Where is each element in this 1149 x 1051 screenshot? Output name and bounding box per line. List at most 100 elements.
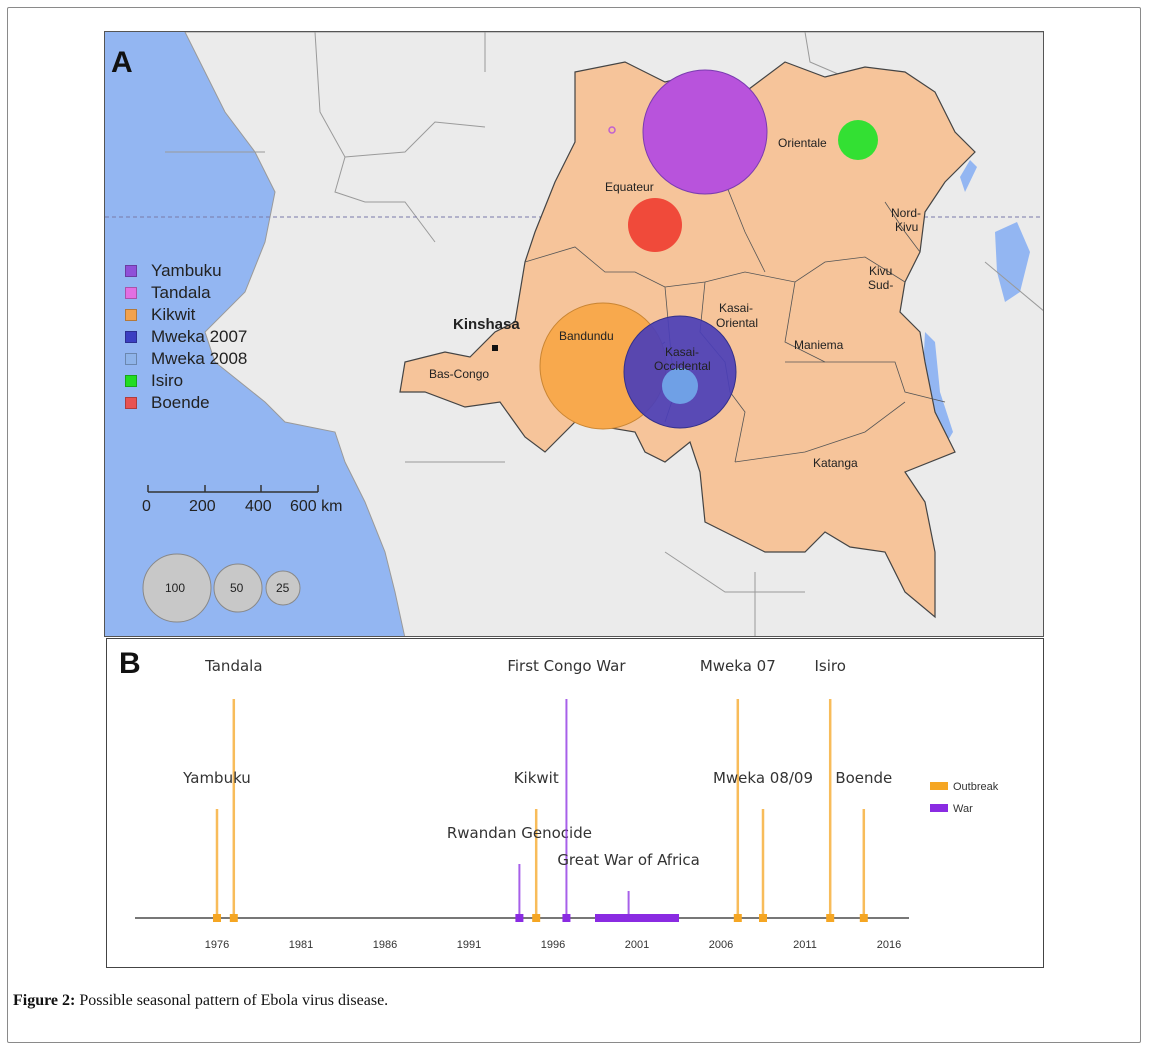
event-label: Mweka 08/09	[713, 769, 813, 787]
legend-item: Kikwit	[125, 304, 247, 326]
legend-swatch	[125, 397, 137, 409]
legend-label: Isiro	[151, 371, 184, 390]
event-label: Isiro	[814, 657, 845, 675]
legend-swatch	[125, 353, 137, 365]
label-bas-congo: Bas-Congo	[429, 367, 490, 381]
legend-item: Yambuku	[125, 260, 247, 282]
label-kasai-occidental-1: Kasai-	[665, 345, 700, 359]
yambuku-circle	[642, 69, 768, 195]
size-key-label-50: 50	[230, 581, 244, 595]
axis-tick-label: 2011	[793, 939, 817, 951]
legend-item: Mweka 2008	[125, 348, 247, 370]
timeline-legend-label: Outbreak	[953, 781, 999, 793]
timeline-panel: 1976 1981 1986 1991 1996 2001 2006 2011 2016 Tand…	[106, 638, 1044, 968]
event-marker	[562, 914, 571, 922]
axis-tick-label: 1981	[289, 939, 313, 951]
size-key-100	[142, 553, 212, 623]
scale-tick-200: 200	[189, 498, 216, 515]
label-kasai-oriental-2: Oriental	[716, 316, 759, 330]
size-key-label-25: 25	[276, 581, 290, 595]
isiro-circle	[838, 120, 878, 160]
event-label: First Congo War	[507, 657, 626, 675]
event-marker	[532, 914, 541, 922]
axis-tick-label: 2001	[625, 939, 649, 951]
axis-tick-label: 2006	[709, 939, 733, 951]
scale-bar	[147, 485, 319, 493]
legend-item: Isiro	[125, 370, 247, 392]
country-borders	[165, 32, 1043, 636]
legend-swatch	[125, 309, 137, 321]
panel-a-label: A	[111, 46, 133, 79]
legend-label: Kikwit	[151, 305, 196, 324]
event-marker	[733, 914, 742, 922]
map-panel: A Yambuku Tandala Kikwit Mweka 2007 Mweka 20…	[104, 31, 1044, 637]
legend-swatch	[125, 331, 137, 343]
label-katanga: Katanga	[813, 456, 858, 470]
label-orientale: Orientale	[778, 136, 827, 150]
event-marker	[826, 914, 835, 922]
legend-item: Mweka 2007	[125, 326, 247, 348]
legend-item: Boende	[125, 392, 247, 414]
axis-tick-label: 1991	[457, 939, 481, 951]
label-kinshasa: Kinshasa	[453, 316, 520, 333]
event-marker	[859, 914, 868, 922]
legend-swatch	[125, 287, 137, 299]
event-marker	[213, 914, 221, 922]
timeline-legend-swatch	[930, 782, 948, 790]
label-equateur: Equateur	[605, 180, 654, 194]
size-key-25	[265, 570, 301, 606]
scale-tick-400: 400	[245, 498, 272, 515]
size-key-label-100: 100	[165, 581, 186, 595]
figure-caption: Figure 2: Possible seasonal pattern of E…	[13, 992, 388, 1010]
kinshasa-marker	[492, 345, 498, 351]
boende-circle	[628, 198, 682, 252]
label-sud-kivu-2: Sud-	[868, 278, 894, 292]
caption-label: Figure 2:	[13, 992, 76, 1009]
legend-swatch	[125, 265, 137, 277]
timeline-svg: 1976 1981 1986 1991 1996 2001 2006 2011 2016 Tand…	[135, 657, 999, 951]
legend-label: Mweka 2007	[151, 327, 248, 346]
event-marker	[229, 914, 238, 922]
lake-east	[995, 222, 1030, 302]
caption-text: Possible seasonal pattern of Ebola virus…	[75, 992, 389, 1009]
legend-swatch	[125, 375, 137, 387]
scale-tick-600: 600 km	[290, 498, 343, 515]
label-nord-kivu-2: Kivu	[895, 220, 919, 234]
event-label: Tandala	[204, 657, 262, 675]
event-label: Kikwit	[514, 769, 559, 787]
lake-tanganyika	[923, 332, 953, 442]
legend-label: Yambuku	[151, 261, 222, 280]
label-kasai-oriental-1: Kasai-	[719, 301, 754, 315]
event-label: Great War of Africa	[557, 851, 700, 869]
timeline-legend-label: War	[953, 803, 973, 815]
event-label: Rwandan Genocide	[447, 824, 592, 842]
event-label: Yambuku	[182, 769, 251, 787]
scale-tick-0: 0	[142, 498, 151, 515]
event-marker	[624, 914, 633, 922]
event-label: Mweka 07	[700, 657, 776, 675]
axis-tick-label: 1976	[205, 939, 229, 951]
legend-label: Tandala	[151, 283, 211, 302]
event-label: Boende	[835, 769, 892, 787]
map-legend: Yambuku Tandala Kikwit Mweka 2007 Mweka 2008…	[125, 260, 247, 414]
legend-item: Tandala	[125, 282, 247, 304]
axis-tick-label: 1996	[541, 939, 565, 951]
size-key-50	[213, 563, 263, 613]
legend-label: Mweka 2008	[151, 349, 248, 368]
label-maniema: Maniema	[794, 338, 844, 352]
event-marker	[759, 914, 767, 922]
label-bandundu: Bandundu	[559, 329, 614, 343]
axis-tick-label: 2016	[877, 939, 901, 951]
tandala-circle	[608, 126, 616, 134]
mweka2008-circle	[662, 368, 698, 404]
figure-frame	[7, 7, 1141, 1043]
map-svg	[105, 32, 1043, 636]
great-war-bar	[595, 914, 679, 922]
label-nord-kivu-1: Nord-	[891, 206, 922, 220]
legend-label: Boende	[151, 393, 210, 412]
event-marker	[515, 914, 524, 922]
axis-tick-label: 1986	[373, 939, 397, 951]
label-kasai-occidental-2: Occidental	[654, 359, 711, 373]
lake-albert	[960, 160, 977, 192]
panel-b-label: B	[119, 647, 141, 680]
